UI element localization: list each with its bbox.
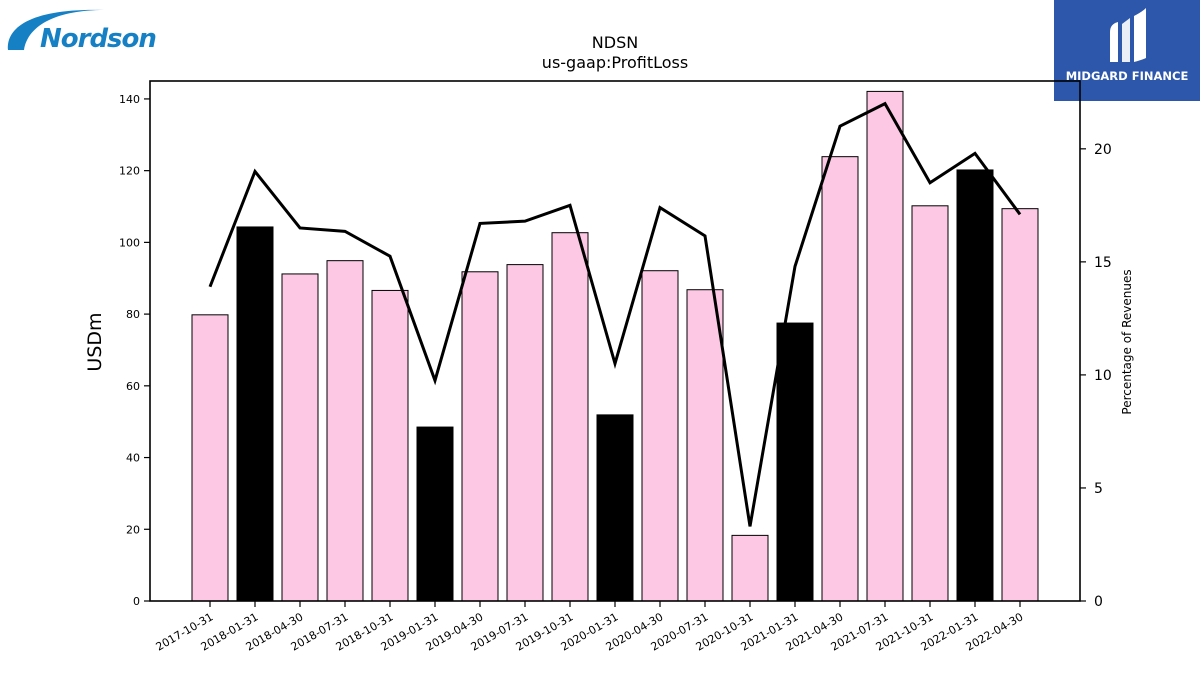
y2-tick-label: 15 [1094, 255, 1112, 271]
bar-2019-10-31 [551, 232, 589, 602]
nordson-swoosh-icon [7, 9, 105, 50]
bar-2022-01-31 [956, 169, 994, 602]
right-axis: 0 5 10 15 20 [1080, 142, 1112, 610]
y2-tick-label: 0 [1094, 594, 1103, 610]
midgard-emblem-icon [1110, 8, 1146, 62]
bar-2021-07-31 [866, 90, 904, 602]
bar-2019-04-30 [461, 271, 499, 602]
bar-2017-10-31 [191, 314, 229, 602]
bar-2021-01-31 [776, 322, 814, 602]
left-axis: 0 20 40 60 80 100 120 140 [119, 93, 150, 608]
y-tick-label: 140 [119, 93, 140, 106]
bar-2018-10-31 [371, 289, 409, 602]
bar-2018-01-31 [236, 226, 274, 602]
nordson-logo-text: Nordson [40, 24, 157, 54]
y2-tick-label: 5 [1094, 481, 1103, 497]
midgard-finance-text: MIDGARD FINANCE [1065, 69, 1189, 83]
midgard-finance-logo: MIDGARD FINANCE [1054, 0, 1200, 101]
bar-2019-07-31 [506, 264, 544, 602]
y-tick-label: 100 [119, 236, 140, 249]
y-tick-label: 20 [126, 523, 140, 536]
bar-2021-10-31 [911, 205, 949, 602]
y-tick-label: 120 [119, 165, 140, 178]
bar-2019-01-31 [416, 426, 454, 602]
y-axis-label: USDm [84, 312, 106, 371]
nordson-logo: Nordson [4, 4, 157, 58]
bar-2020-10-31 [731, 534, 769, 602]
bar-2018-04-30 [281, 273, 319, 602]
bar-2020-01-31 [596, 414, 634, 602]
y2-axis-label: Percentage of Revenues [1120, 269, 1134, 414]
y2-tick-label: 20 [1094, 142, 1112, 158]
y2-tick-label: 10 [1094, 368, 1112, 384]
revenue-percentage-line [208, 101, 1022, 527]
chart-subtitle: us-gaap:ProfitLoss [541, 53, 689, 72]
y-tick-label: 40 [126, 452, 140, 465]
chart-title: NDSN [591, 33, 639, 52]
bar-2018-07-31 [326, 260, 364, 602]
bar-2020-07-31 [686, 289, 724, 602]
bar-2022-04-30 [1001, 208, 1039, 602]
bar-2021-04-30 [821, 156, 859, 602]
y-tick-label: 60 [126, 380, 140, 393]
x-axis: 2017-10-312018-01-312018-04-302018-07-31… [154, 601, 1026, 654]
bar-2020-04-30 [641, 270, 679, 602]
y-tick-label: 0 [133, 595, 140, 608]
y-tick-label: 80 [126, 308, 140, 321]
bar-group [191, 90, 1039, 602]
